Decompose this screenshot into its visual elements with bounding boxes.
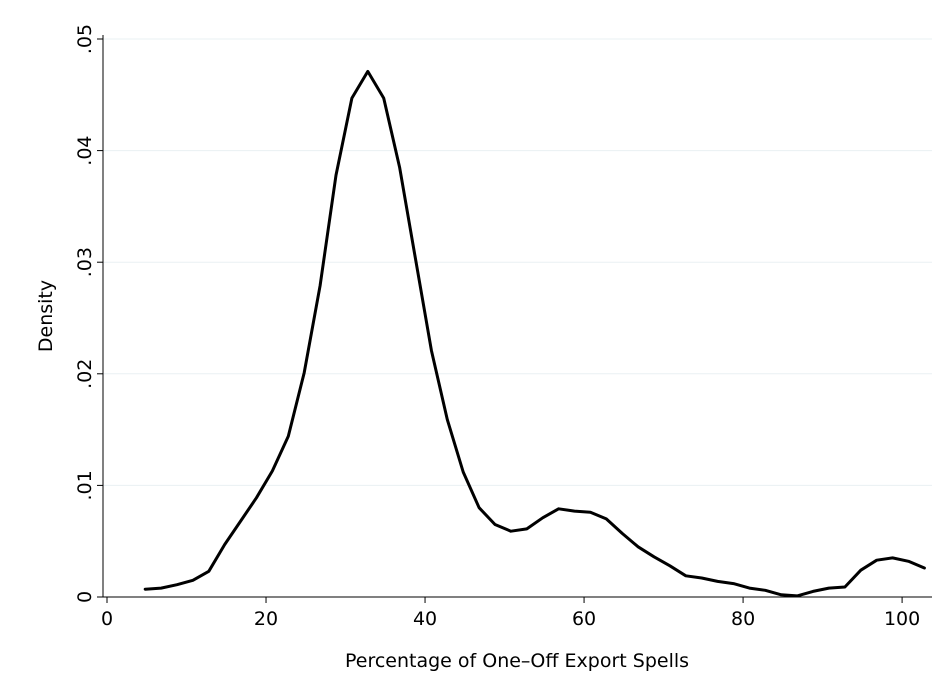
x-tick-label: 80: [731, 608, 755, 630]
x-tick-label: 20: [254, 608, 278, 630]
x-tick-label: 60: [572, 608, 596, 630]
x-axis-label: Percentage of One–Off Export Spells: [345, 650, 689, 672]
y-tick-label: .03: [74, 247, 96, 277]
x-tick-label: 100: [884, 608, 920, 630]
series: [143, 69, 926, 598]
y-tick-label: .04: [74, 135, 96, 165]
x-ticks: 0 20 40 60 80 100: [101, 597, 920, 630]
y-ticks: 0 .01 .02 .03 .04 .05: [74, 24, 103, 603]
density-line: [143, 69, 926, 598]
x-tick-label: 0: [101, 608, 113, 630]
y-tick-label: .01: [74, 470, 96, 500]
y-tick-label: .02: [74, 359, 96, 389]
y-tick-label: 0: [74, 591, 96, 603]
y-axis-label: Density: [35, 280, 57, 352]
y-tick-label: .05: [74, 24, 96, 54]
gridlines: [103, 38, 932, 486]
x-tick-label: 40: [413, 608, 437, 630]
